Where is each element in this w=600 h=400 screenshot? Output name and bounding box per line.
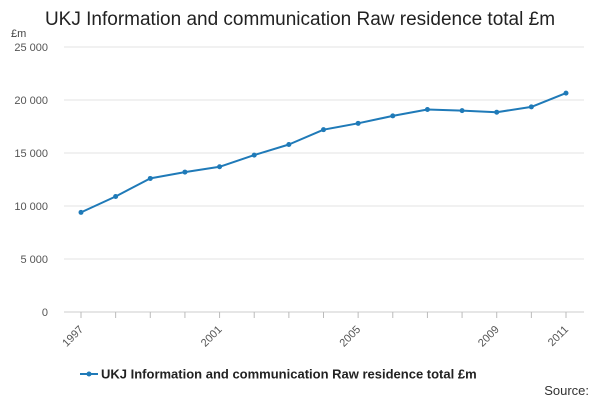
data-point[interactable] — [459, 108, 465, 114]
x-tick-label: 1997 — [60, 324, 86, 350]
chart-title: UKJ Information and communication Raw re… — [45, 9, 555, 30]
legend-point-marker — [86, 371, 92, 377]
data-point[interactable] — [528, 104, 534, 110]
x-tick-label: 2011 — [546, 324, 571, 349]
y-tick-label: 0 — [42, 307, 48, 319]
y-axis-tick-labels: 0 5 000 10 000 15 000 20 000 25 000 — [14, 42, 48, 319]
y-tick-label: 15 000 — [14, 148, 48, 160]
y-axis-unit-label: £m — [11, 28, 26, 40]
data-point[interactable] — [494, 109, 500, 115]
data-point[interactable] — [321, 127, 326, 133]
y-tick-label: 10 000 — [14, 201, 48, 213]
data-point[interactable] — [78, 209, 84, 215]
legend[interactable]: UKJ Information and communication Raw re… — [80, 367, 477, 382]
y-tick-label: 25 000 — [14, 42, 48, 54]
data-point[interactable] — [251, 152, 257, 158]
y-tick-label: 20 000 — [14, 95, 48, 107]
series-layer — [78, 90, 569, 215]
source-label: Source: — [544, 383, 589, 398]
data-point[interactable] — [424, 107, 430, 113]
data-point[interactable] — [563, 90, 569, 96]
data-point[interactable] — [147, 175, 153, 181]
x-tick-label: 2009 — [476, 324, 502, 350]
x-tick-label: 2001 — [199, 324, 225, 350]
data-point[interactable] — [286, 142, 292, 148]
x-tick-label: 2005 — [337, 324, 363, 350]
y-tick-label: 5 000 — [20, 254, 48, 266]
data-point[interactable] — [390, 113, 396, 119]
gridlines — [64, 46, 584, 260]
data-point[interactable] — [182, 169, 188, 175]
x-axis: 1997 2001 2005 2009 2011 — [60, 311, 584, 350]
legend-label: UKJ Information and communication Raw re… — [101, 367, 477, 382]
data-point[interactable] — [217, 164, 223, 170]
data-point[interactable] — [113, 193, 119, 199]
data-point[interactable] — [355, 120, 361, 126]
